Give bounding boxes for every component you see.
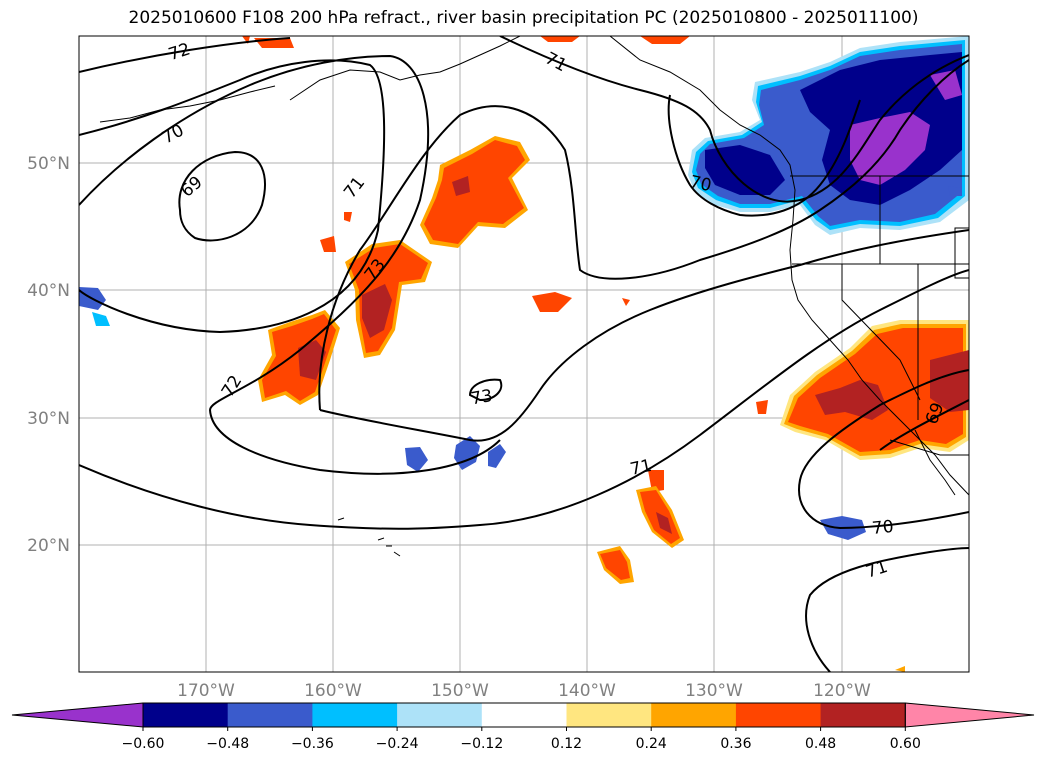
- contour-label: 73: [469, 386, 494, 409]
- colorbar-tick-label: −0.36: [291, 736, 334, 752]
- contour-70: [79, 59, 386, 334]
- colorbar-tick-label: −0.24: [376, 736, 419, 752]
- pos-048-patch-1: [452, 176, 470, 196]
- contour-71-north: [499, 36, 969, 203]
- island-small: [337, 517, 345, 521]
- pos-patch-top-4: [540, 36, 580, 42]
- state-border-3: [954, 227, 969, 279]
- neg-060-region-1: [850, 112, 930, 185]
- neg-048-region-2: [705, 145, 785, 195]
- alaska-coast: [289, 36, 521, 101]
- colorbar-tick-label: −0.60: [122, 736, 165, 752]
- colorbar-segment: [143, 703, 229, 727]
- lon-label-140w: 140°W: [558, 681, 616, 701]
- contour-69: [178, 150, 266, 242]
- lon-label-170w: 170°W: [177, 681, 235, 701]
- map-content: 72 71 70 69 71 73 72 73 71 70 70 71 69: [79, 36, 969, 672]
- colorbar-tick-label: 0.24: [636, 736, 667, 752]
- colorbar-tick-label: 0.60: [890, 736, 921, 752]
- contour-72-north: [79, 37, 291, 73]
- colorbar-tick-label: 0.12: [551, 736, 582, 752]
- colorbar-tick-label: 0.36: [720, 736, 751, 752]
- negative-shading: [79, 36, 969, 540]
- hawaii-islands: [377, 537, 401, 557]
- contour-72-south: [319, 229, 969, 442]
- aleutian-islands: [99, 85, 276, 123]
- pos-patch-2: [622, 298, 630, 306]
- pos-patch-8: [756, 400, 768, 414]
- pos-patch-6: [320, 236, 336, 252]
- lon-label-160w: 160°W: [304, 681, 362, 701]
- colorbar-extend-max: [904, 702, 1035, 728]
- contours: [79, 36, 969, 672]
- coastlines: [99, 36, 969, 557]
- us-mexico-border: [889, 439, 969, 456]
- lon-label-120w: 120°W: [813, 681, 871, 701]
- pos-patch-1: [532, 292, 572, 312]
- colorbar-segment: [481, 703, 567, 727]
- lon-label-150w: 150°W: [431, 681, 489, 701]
- colorbar-segment: [820, 703, 906, 727]
- colorbar-segment: [397, 703, 483, 727]
- map-frame: [78, 35, 970, 673]
- pos-048-patch-ca-1: [815, 380, 888, 420]
- contour-71-main: [79, 269, 969, 530]
- pos-048-patch-2: [362, 284, 392, 338]
- colorbar-segment: [651, 703, 737, 727]
- contour-label: 70: [871, 517, 895, 539]
- contour-69-sw: [879, 399, 969, 451]
- neg-patch-west-2: [92, 312, 110, 326]
- chart-title: 2025010600 F108 200 hPa refract., river …: [128, 8, 919, 28]
- ca-nv-border: [841, 264, 921, 401]
- pos-036-region-5: [600, 550, 630, 580]
- colorbar: −0.60 −0.48 −0.36 −0.24 −0.12 0.12 0.24 0.36 0.4…: [11, 702, 1035, 752]
- pos-048-patch-4: [656, 512, 672, 534]
- contour-70-pnw: [667, 94, 861, 217]
- contour-label: 71: [628, 456, 653, 480]
- colorbar-segment: [312, 703, 398, 727]
- colorbar-tick-label: −0.48: [206, 736, 249, 752]
- neg-patch-hawaii-3: [488, 444, 506, 468]
- pos-036-region-1: [424, 140, 525, 244]
- contour-label: 70: [688, 172, 713, 196]
- contour-71-west: [79, 54, 501, 475]
- lon-label-130w: 130°W: [685, 681, 743, 701]
- neg-patch-hawaii-1: [405, 447, 428, 472]
- colorbar-tick-label: 0.48: [805, 736, 836, 752]
- colorbar-extend-min: [11, 702, 144, 728]
- contour-70-south: [798, 369, 969, 530]
- pos-patch-south: [895, 666, 905, 672]
- pos-048-patch-ca-2: [930, 350, 969, 412]
- lat-label-30n: 30°N: [27, 409, 70, 429]
- contour-71-south: [805, 547, 969, 672]
- colorbar-segment: [227, 703, 313, 727]
- colorbar-segment: [735, 703, 822, 727]
- pos-patch-top-3: [640, 36, 690, 44]
- lat-label-20n: 20°N: [27, 536, 70, 556]
- latitude-labels: 50°N 40°N 30°N 20°N: [27, 154, 70, 556]
- pos-patch-7: [344, 212, 352, 222]
- longitude-labels: 170°W 160°W 150°W 140°W 130°W 120°W: [177, 681, 871, 701]
- west-coast: [609, 36, 969, 496]
- lat-label-50n: 50°N: [27, 154, 70, 174]
- colorbar-outline: [142, 702, 906, 728]
- contour-73: [468, 378, 503, 402]
- lat-label-40n: 40°N: [27, 281, 70, 301]
- pos-patch-3: [648, 470, 664, 492]
- colorbar-tick-label: −0.12: [460, 736, 503, 752]
- baja-peninsula: [914, 429, 956, 496]
- neg-060-region-2: [930, 70, 962, 100]
- colorbar-segment: [566, 703, 652, 727]
- positive-shading: [242, 36, 969, 672]
- contour-72: [318, 59, 969, 411]
- pos-048-patch-3: [298, 340, 326, 380]
- neg-patch-east: [948, 186, 962, 196]
